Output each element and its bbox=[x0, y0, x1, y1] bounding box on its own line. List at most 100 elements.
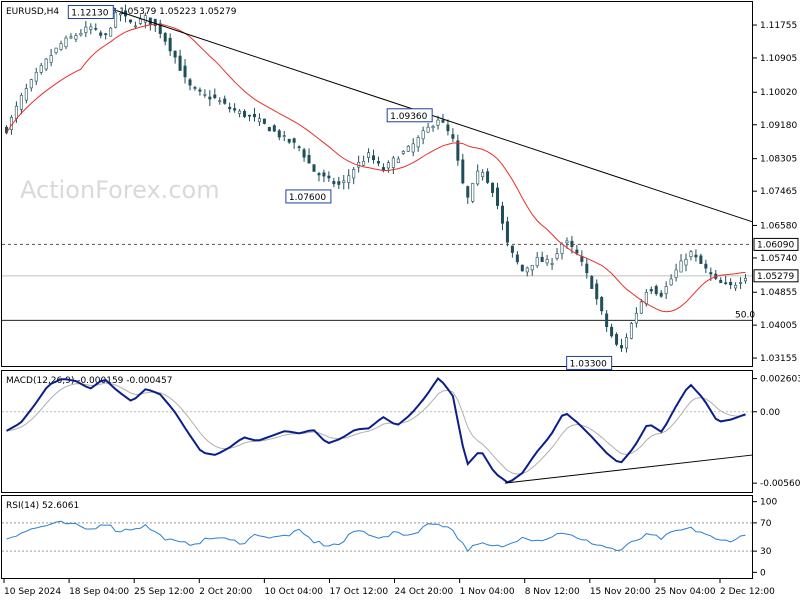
candle-body bbox=[148, 17, 152, 25]
candle-body bbox=[654, 286, 658, 295]
candle-body bbox=[99, 32, 103, 36]
candle-body bbox=[446, 124, 450, 132]
candle-body bbox=[248, 114, 252, 117]
candle-body bbox=[367, 152, 371, 158]
price-annotation-text: 1.07600 bbox=[289, 193, 326, 203]
candle-body bbox=[540, 256, 544, 263]
macd-label: MACD(12,26,9) -0.000159 -0.000457 bbox=[6, 376, 172, 386]
rsi-panel-frame bbox=[1, 495, 753, 579]
candle-body bbox=[451, 134, 455, 139]
rsi-axis-ticks: 100 70 30 0 bbox=[2, 498, 777, 578]
candle-body bbox=[138, 18, 142, 24]
candle-body bbox=[634, 312, 638, 324]
price-tick-label: 1.10905 bbox=[760, 54, 797, 64]
candle-body bbox=[520, 264, 524, 272]
candle-body bbox=[208, 96, 212, 100]
current-price-tag bbox=[753, 269, 799, 283]
candle-body bbox=[535, 257, 539, 267]
candle-body bbox=[545, 259, 549, 264]
candle-body bbox=[590, 276, 594, 289]
candle-body bbox=[59, 43, 63, 50]
candle-body bbox=[128, 19, 132, 23]
candle-body bbox=[342, 180, 346, 183]
candlestick-series bbox=[4, 4, 748, 353]
candle-body bbox=[674, 269, 678, 278]
time-axis: 10 Sep 2024 18 Sep 04:00 25 Sep 12:00 2 Oct… bbox=[3, 579, 775, 597]
price-tick-label: 1.04005 bbox=[760, 321, 797, 331]
candle-body bbox=[238, 110, 242, 114]
candle-body bbox=[476, 170, 480, 185]
candle-body bbox=[466, 186, 470, 198]
candle-body bbox=[109, 27, 113, 37]
candle-body bbox=[347, 175, 351, 183]
candle-body bbox=[29, 79, 33, 89]
price-tick-label: 1.04855 bbox=[760, 288, 797, 298]
candle-body bbox=[659, 292, 663, 297]
candle-body bbox=[649, 289, 653, 292]
candle-body bbox=[605, 313, 609, 327]
candle-body bbox=[699, 255, 703, 264]
candle-body bbox=[734, 285, 738, 289]
candle-body bbox=[267, 127, 271, 132]
candle-body bbox=[694, 254, 698, 258]
candle-body bbox=[441, 119, 445, 123]
candle-body bbox=[178, 55, 182, 71]
price-axis-ticks: 1.11755 1.10905 1.10020 1.09180 1.08305 1.074… bbox=[752, 21, 797, 364]
candle-body bbox=[84, 26, 88, 33]
candle-body bbox=[223, 98, 227, 104]
candle-body bbox=[19, 95, 23, 110]
price-annotation-text: 1.03300 bbox=[570, 359, 607, 369]
candle-body bbox=[456, 140, 460, 161]
rsi-tick-label: 70 bbox=[760, 519, 772, 529]
price-tick-label: 1.10020 bbox=[760, 88, 797, 98]
candle-body bbox=[74, 35, 78, 40]
candle-body bbox=[729, 281, 733, 286]
time-tick-label: 25 Nov 04:00 bbox=[655, 587, 716, 597]
candle-body bbox=[610, 326, 614, 337]
candle-body bbox=[168, 37, 172, 52]
time-tick-label: 2 Dec 12:00 bbox=[720, 587, 775, 597]
time-tick-label: 15 Nov 20:00 bbox=[590, 587, 651, 597]
rsi-tick-label: 0 bbox=[760, 568, 766, 578]
candle-body bbox=[307, 154, 311, 164]
price-annotation-text: 1.09360 bbox=[390, 112, 427, 122]
candle-body bbox=[401, 150, 405, 154]
downtrend-line bbox=[116, 10, 753, 223]
candle-body bbox=[689, 251, 693, 257]
candle-body bbox=[724, 282, 728, 284]
candle-body bbox=[386, 162, 390, 169]
candle-body bbox=[272, 125, 276, 132]
candle-body bbox=[530, 264, 534, 271]
rsi-label: RSI(14) 52.6061 bbox=[6, 501, 79, 511]
macd-main-line bbox=[6, 377, 746, 484]
time-tick-label: 17 Oct 12:00 bbox=[329, 587, 388, 597]
candle-body bbox=[372, 155, 376, 161]
candle-body bbox=[744, 278, 748, 282]
candle-body bbox=[739, 282, 743, 284]
price-annotation-box bbox=[386, 108, 433, 123]
candle-body bbox=[322, 172, 326, 177]
candle-body bbox=[69, 36, 73, 39]
candle-body bbox=[203, 94, 207, 96]
candle-body bbox=[406, 145, 410, 152]
candle-body bbox=[500, 205, 504, 224]
candle-body bbox=[620, 345, 624, 349]
candle-body bbox=[471, 183, 475, 202]
candle-body bbox=[486, 171, 490, 183]
price-annotations: 1.12130 1.07600 1.09360 1.03300 bbox=[67, 5, 613, 370]
candle-body bbox=[644, 291, 648, 305]
candle-body bbox=[595, 283, 599, 300]
price-annotation-box bbox=[285, 189, 332, 204]
fib-level-text: 50.0 bbox=[735, 310, 755, 320]
rsi-tick-label: 30 bbox=[760, 547, 772, 557]
candle-body bbox=[629, 323, 633, 339]
candle-body bbox=[624, 337, 628, 349]
macd-tick-label: 0.00 bbox=[760, 408, 780, 418]
candle-body bbox=[525, 267, 529, 273]
candle-body bbox=[600, 297, 604, 312]
candle-body bbox=[297, 146, 301, 148]
candle-body bbox=[679, 260, 683, 273]
candle-body bbox=[615, 334, 619, 345]
candle-body bbox=[302, 149, 306, 158]
candle-body bbox=[243, 110, 247, 117]
